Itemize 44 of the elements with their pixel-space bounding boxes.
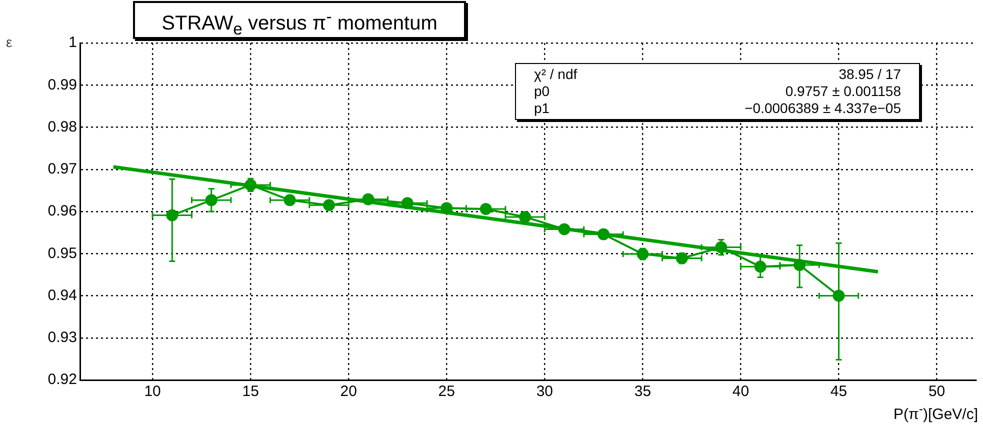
point — [401, 197, 414, 210]
y-tick-label: 0.99 — [48, 76, 77, 94]
y-tick-label: 0.94 — [48, 286, 77, 304]
x-tick-label: 45 — [830, 383, 848, 400]
y-tick-label: 0.95 — [48, 244, 77, 262]
y-tick-label: 0.96 — [48, 202, 77, 220]
point — [244, 178, 257, 191]
point — [362, 193, 374, 206]
y-tick-label: 0.93 — [48, 329, 77, 346]
point — [597, 228, 610, 240]
y-tick-label: 1 — [68, 34, 77, 52]
x-tick-label: 15 — [242, 383, 259, 400]
annotation: 38.95 / 17 — [838, 66, 901, 83]
x-tick-label: 50 — [928, 383, 946, 400]
point — [676, 252, 688, 264]
point — [636, 248, 649, 260]
annotation: −0.0006389 ± 4.337e−05 — [744, 100, 901, 117]
point — [440, 202, 453, 214]
point — [323, 199, 335, 212]
y-tick-label: 0.92 — [48, 371, 77, 388]
x-tick-label: 30 — [536, 383, 554, 400]
point — [558, 223, 570, 236]
annotation: χ² / ndf — [534, 66, 578, 83]
chart-title: STRAW$_{e}$ versus π$^{-}$ momentum — [133, 1, 466, 39]
point — [832, 290, 845, 302]
point — [480, 202, 492, 215]
y-tick-label: 0.97 — [48, 160, 77, 178]
point — [166, 209, 178, 222]
point — [715, 241, 728, 254]
x-tick-label: 35 — [634, 383, 652, 400]
point — [794, 259, 806, 271]
annotation: 0.9757 ± 0.001158 — [785, 83, 901, 100]
x-tick-label: 40 — [732, 383, 750, 400]
x-axis-title: P(π$^{-}$)[GeV/c] — [893, 402, 978, 423]
point — [205, 194, 218, 206]
x-tick-label: 20 — [340, 383, 357, 400]
annotation: p1 — [534, 100, 550, 117]
x-tick-label: 10 — [144, 383, 161, 400]
y-axis-title: ε — [6, 34, 12, 50]
point — [754, 260, 766, 273]
point — [519, 210, 532, 223]
annotation: p0 — [534, 83, 550, 100]
y-tick-label: 0.98 — [48, 118, 77, 136]
x-tick-label: 25 — [438, 383, 455, 400]
